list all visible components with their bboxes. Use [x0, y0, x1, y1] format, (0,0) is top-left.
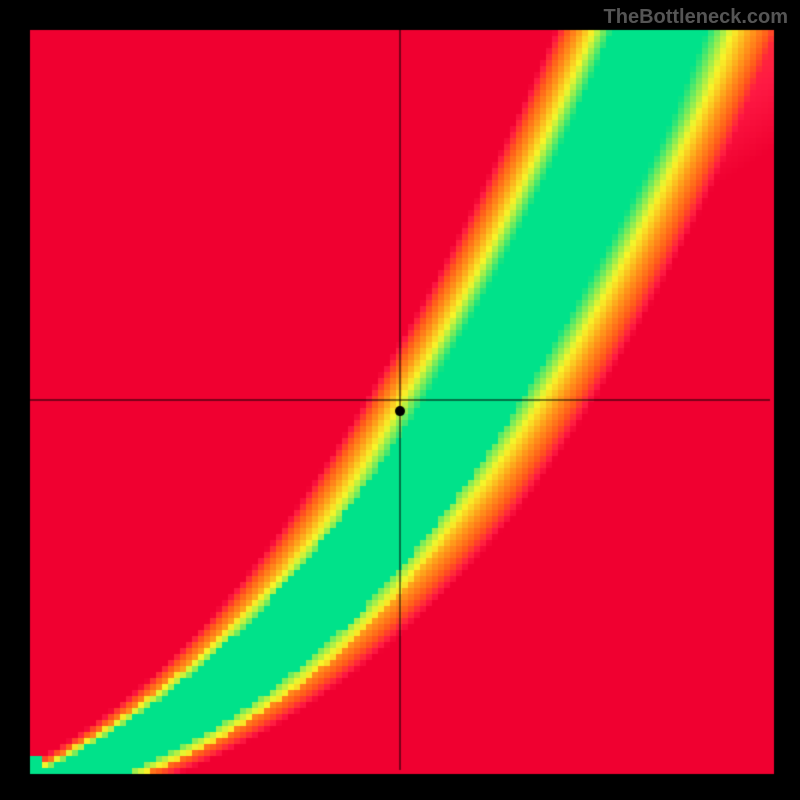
heatmap-canvas [0, 0, 800, 800]
watermark-text: TheBottleneck.com [604, 6, 788, 29]
chart-container: TheBottleneck.com [0, 0, 800, 800]
